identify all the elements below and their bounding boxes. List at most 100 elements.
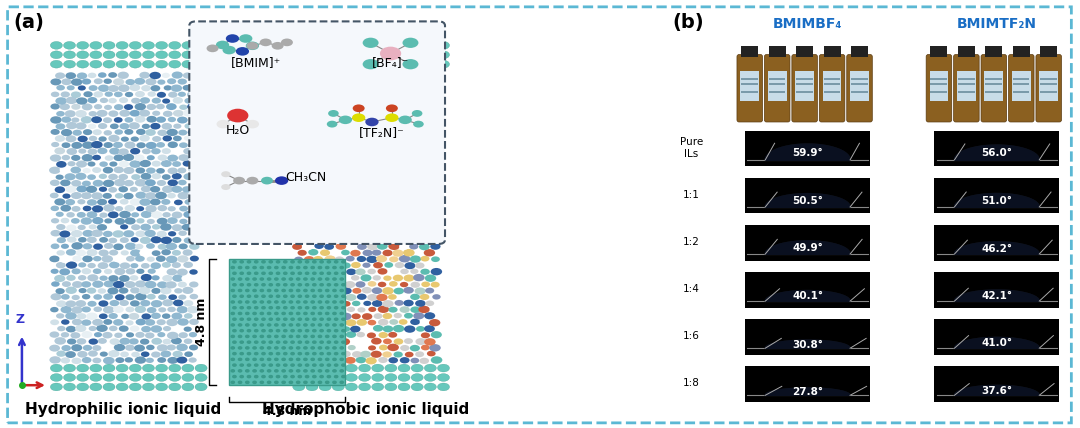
Circle shape <box>181 275 192 282</box>
Bar <box>796 77 813 80</box>
Circle shape <box>359 51 370 59</box>
Circle shape <box>329 350 340 358</box>
Circle shape <box>298 98 308 104</box>
Circle shape <box>372 51 383 59</box>
Circle shape <box>167 167 178 174</box>
Circle shape <box>384 60 397 68</box>
Circle shape <box>367 129 378 136</box>
Circle shape <box>341 284 346 286</box>
Circle shape <box>324 230 335 237</box>
Circle shape <box>303 312 307 315</box>
Circle shape <box>325 336 329 338</box>
Circle shape <box>293 116 302 122</box>
Circle shape <box>173 110 184 117</box>
Circle shape <box>414 174 424 181</box>
Circle shape <box>51 92 59 97</box>
Circle shape <box>86 288 96 294</box>
Circle shape <box>303 319 314 326</box>
Circle shape <box>373 262 383 268</box>
Circle shape <box>125 306 134 312</box>
Circle shape <box>172 262 181 268</box>
Circle shape <box>51 244 59 249</box>
Circle shape <box>366 167 376 173</box>
Circle shape <box>339 338 350 345</box>
Circle shape <box>162 123 172 130</box>
Circle shape <box>431 104 441 110</box>
Circle shape <box>291 330 294 332</box>
Circle shape <box>160 223 172 231</box>
Circle shape <box>302 116 314 123</box>
Circle shape <box>298 261 301 263</box>
Circle shape <box>367 117 377 123</box>
Circle shape <box>70 332 80 339</box>
Circle shape <box>320 237 329 244</box>
Circle shape <box>114 218 125 225</box>
Circle shape <box>309 236 319 243</box>
Circle shape <box>346 116 356 123</box>
Circle shape <box>315 345 324 351</box>
Circle shape <box>320 261 323 263</box>
Circle shape <box>335 306 338 309</box>
Circle shape <box>282 370 285 372</box>
Circle shape <box>116 51 129 59</box>
Circle shape <box>357 218 367 225</box>
Circle shape <box>303 347 307 349</box>
Circle shape <box>292 155 302 161</box>
Circle shape <box>297 289 300 291</box>
Circle shape <box>394 225 403 231</box>
FancyBboxPatch shape <box>847 54 873 122</box>
Circle shape <box>363 301 372 306</box>
Circle shape <box>366 256 378 263</box>
Circle shape <box>336 155 346 161</box>
Circle shape <box>274 289 278 291</box>
Circle shape <box>415 97 424 103</box>
Circle shape <box>108 72 117 78</box>
Circle shape <box>431 356 443 364</box>
Circle shape <box>66 72 76 79</box>
Circle shape <box>289 301 293 303</box>
Circle shape <box>291 261 294 263</box>
Circle shape <box>131 174 140 180</box>
Circle shape <box>246 177 258 184</box>
Circle shape <box>409 129 420 135</box>
Circle shape <box>135 167 145 174</box>
Circle shape <box>125 268 135 274</box>
Circle shape <box>98 250 109 256</box>
Circle shape <box>294 282 302 287</box>
Circle shape <box>420 269 430 275</box>
Circle shape <box>151 173 161 179</box>
Circle shape <box>320 330 323 332</box>
Circle shape <box>173 136 181 141</box>
Circle shape <box>114 104 123 110</box>
Circle shape <box>393 186 403 192</box>
Circle shape <box>362 136 372 143</box>
Bar <box>958 46 975 56</box>
Circle shape <box>233 272 237 274</box>
Circle shape <box>352 110 362 116</box>
Circle shape <box>431 116 442 123</box>
Circle shape <box>158 294 166 300</box>
Circle shape <box>168 42 180 49</box>
Circle shape <box>341 212 350 217</box>
Circle shape <box>298 136 307 142</box>
Circle shape <box>168 92 177 98</box>
Circle shape <box>309 136 319 142</box>
Circle shape <box>352 72 361 78</box>
Circle shape <box>177 192 189 199</box>
Circle shape <box>99 237 108 243</box>
Circle shape <box>293 167 301 173</box>
Circle shape <box>138 287 150 294</box>
Circle shape <box>92 167 102 173</box>
Circle shape <box>165 281 177 288</box>
Circle shape <box>314 92 324 98</box>
Circle shape <box>162 339 172 345</box>
Circle shape <box>346 256 354 262</box>
Circle shape <box>108 85 119 92</box>
Circle shape <box>378 104 388 110</box>
Circle shape <box>116 42 129 49</box>
Circle shape <box>56 262 66 268</box>
Circle shape <box>411 167 419 173</box>
Circle shape <box>253 278 256 280</box>
Circle shape <box>361 237 373 244</box>
Circle shape <box>130 199 141 206</box>
